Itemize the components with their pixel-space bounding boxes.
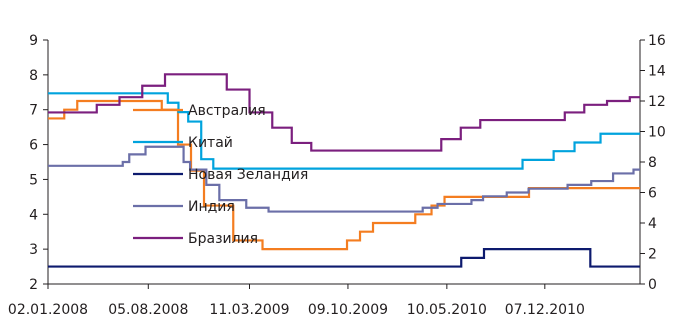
tick-labels: 2 3 4 5 6 7 8 9 0 2 4 6 8 10 12 14 16 02.01.2008 05.08.200… bbox=[8, 33, 666, 318]
axes bbox=[43, 39, 645, 289]
legend-label: Новая Зеландия bbox=[188, 167, 308, 183]
y-right-tick-label: 4 bbox=[648, 216, 657, 232]
legend-label: Индия bbox=[188, 199, 235, 215]
x-tick-label: 09.10.2009 bbox=[308, 302, 388, 318]
y-right-tick-label: 14 bbox=[648, 64, 666, 80]
y-right-tick-label: 6 bbox=[648, 186, 657, 202]
series-line-Индия bbox=[48, 145, 640, 213]
x-tick-label: 02.01.2008 bbox=[8, 302, 88, 318]
series-layer bbox=[48, 73, 640, 268]
y-right-tick-label: 0 bbox=[648, 277, 657, 293]
y-left-tick-label: 9 bbox=[29, 33, 38, 49]
legend-label: Китай bbox=[188, 135, 233, 151]
series-line-Китай bbox=[48, 92, 640, 170]
x-tick-label: 05.08.2008 bbox=[108, 302, 188, 318]
x-tick-label: 10.05.2010 bbox=[407, 302, 487, 318]
y-right-tick-label: 8 bbox=[648, 155, 657, 171]
y-right-tick-label: 2 bbox=[648, 247, 657, 263]
y-left-tick-label: 4 bbox=[29, 207, 38, 223]
y-left-tick-label: 8 bbox=[29, 68, 38, 84]
y-left-tick-label: 2 bbox=[29, 277, 38, 293]
y-right-tick-label: 10 bbox=[648, 125, 666, 141]
y-right-tick-label: 16 bbox=[648, 33, 666, 49]
legend-label: Бразилия bbox=[188, 231, 258, 247]
y-left-tick-label: 7 bbox=[29, 103, 38, 119]
y-right-tick-label: 12 bbox=[648, 94, 666, 110]
x-tick-label: 11.03.2009 bbox=[209, 302, 289, 318]
legend-label: Австралия bbox=[188, 103, 266, 119]
y-left-tick-label: 5 bbox=[29, 172, 38, 188]
x-tick-label: 07.12.2010 bbox=[505, 302, 585, 318]
y-left-tick-label: 6 bbox=[29, 138, 38, 154]
series-line-Новая Зеландия bbox=[48, 248, 640, 268]
legend: Австралия Китай Новая Зеландия Индия Бразили… bbox=[133, 103, 308, 247]
series-line-Бразилия bbox=[48, 73, 640, 152]
y-left-tick-label: 3 bbox=[29, 242, 38, 258]
